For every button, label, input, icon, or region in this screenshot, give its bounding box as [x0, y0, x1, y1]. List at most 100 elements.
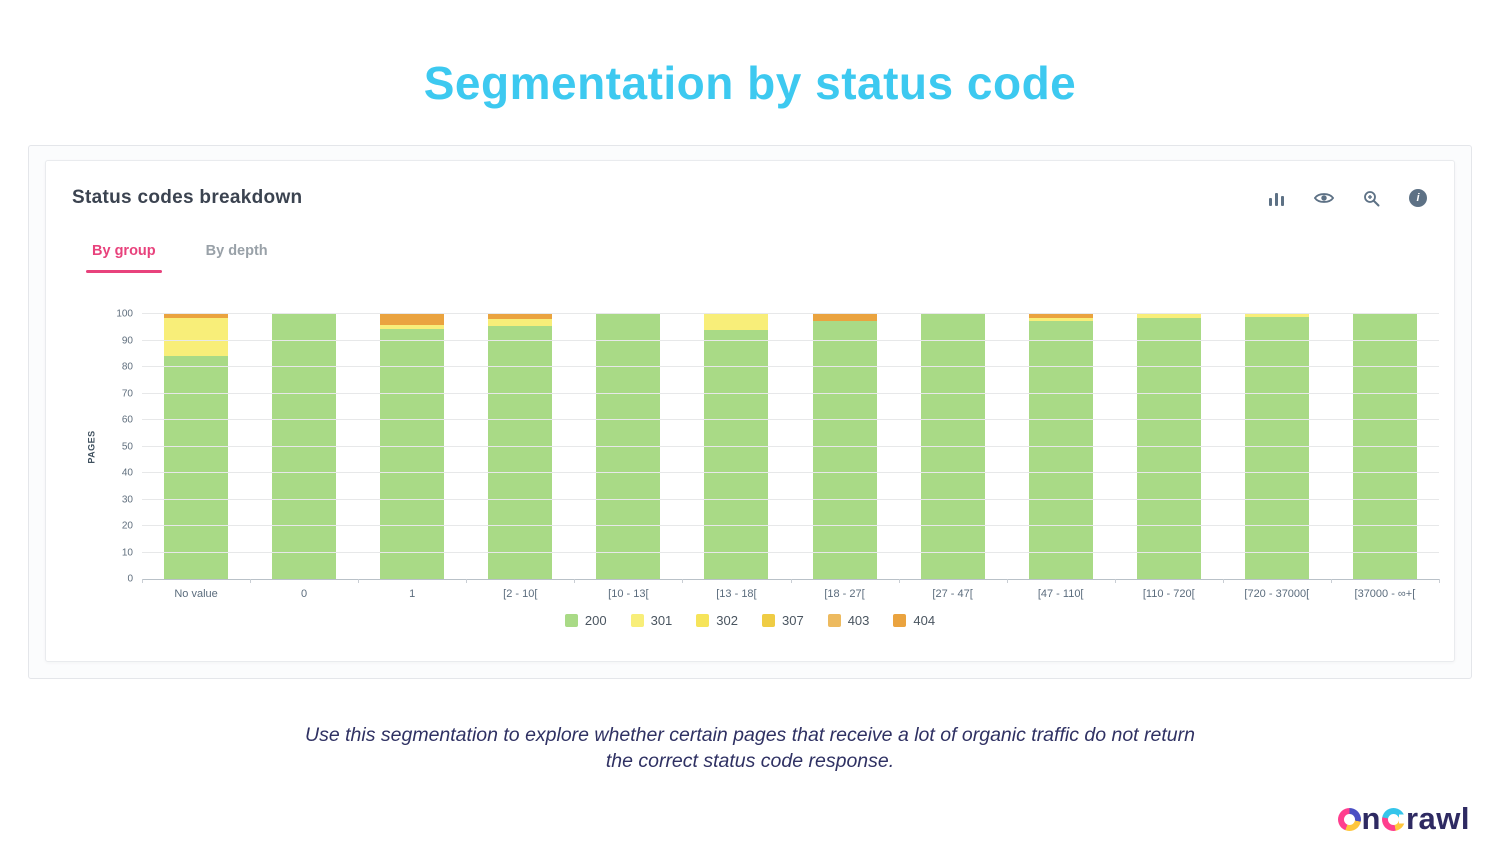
y-tick-label: 60 [121, 414, 133, 426]
bar-slot: [37000 - ∞+[ [1331, 314, 1439, 600]
legend-label: 301 [650, 613, 673, 628]
stacked-bar-[37000 - ∞+[[interactable] [1352, 314, 1417, 579]
bar-segment-200[interactable] [272, 314, 337, 579]
legend-item-403[interactable]: 403 [827, 613, 870, 628]
bar-slot: [18 - 27[ [790, 314, 898, 600]
legend-item-301[interactable]: 301 [630, 613, 673, 628]
x-tick-mark [1439, 579, 1440, 583]
logo-text: rawl [1405, 801, 1470, 836]
gridline [142, 313, 1439, 314]
stacked-bar-[110 - 720[[interactable] [1136, 314, 1201, 579]
legend-swatch-icon [696, 614, 710, 627]
bar-segment-200[interactable] [1028, 320, 1093, 579]
stacked-bar-1[interactable] [380, 314, 445, 579]
bar-slot: [47 - 110[ [1007, 314, 1115, 600]
bar-segment-404[interactable] [164, 314, 229, 318]
logo-text: n [1361, 801, 1381, 836]
bar-segment-200[interactable] [1352, 314, 1417, 579]
stacked-bar-[47 - 110[[interactable] [1028, 314, 1093, 579]
legend-swatch-icon [762, 614, 775, 627]
x-tick-mark [898, 579, 900, 583]
bar-segment-404[interactable] [488, 314, 553, 320]
y-tick-label: 100 [116, 308, 133, 320]
bar-segment-200[interactable] [488, 325, 553, 579]
legend-swatch-icon [893, 614, 907, 627]
x-tick-mark [1222, 579, 1224, 583]
x-tick-label: [720 - 37000[ [1244, 588, 1310, 600]
x-tick-label: 0 [301, 588, 308, 600]
y-tick-label: 10 [121, 547, 133, 558]
y-tick-label: 0 [127, 573, 133, 585]
legend-swatch-icon [564, 614, 578, 627]
oncrawl-logo: n rawl [1337, 801, 1470, 836]
bar-segment-200[interactable] [704, 329, 769, 579]
stacked-bar-[2 - 10[[interactable] [488, 314, 553, 579]
y-tick-label: 30 [121, 494, 133, 505]
x-tick-label: [37000 - ∞+[ [1354, 588, 1416, 600]
bar-segment-200[interactable] [380, 328, 445, 579]
bar-segment-200[interactable] [812, 320, 877, 579]
x-tick-mark [682, 579, 684, 583]
stacked-bar-No value[interactable] [164, 314, 229, 579]
x-tick-label: [27 - 47[ [932, 588, 973, 600]
info-icon[interactable]: i [1408, 188, 1428, 208]
tab-by-group[interactable]: By group [86, 243, 162, 273]
legend-label: 403 [847, 613, 870, 628]
bar-segment-301[interactable] [1028, 317, 1093, 321]
legend-item-404[interactable]: 404 [893, 613, 935, 628]
stacked-bar-[720 - 37000[[interactable] [1244, 314, 1309, 579]
bar-slot: [110 - 720[ [1115, 314, 1223, 600]
gridline [142, 551, 1439, 553]
stacked-bar-[18 - 27[[interactable] [812, 314, 877, 579]
eye-icon[interactable] [1314, 188, 1334, 208]
bar-segment-404[interactable] [812, 314, 877, 321]
stacked-bar-[10 - 13[[interactable] [596, 314, 661, 579]
x-tick-mark [574, 579, 576, 583]
bar-segment-301[interactable] [488, 319, 553, 326]
bar-slot: [27 - 47[ [899, 314, 1007, 600]
x-tick-label: 1 [409, 588, 416, 600]
y-tick-label: 50 [121, 441, 133, 452]
gridline [142, 525, 1439, 526]
gridline [142, 498, 1439, 500]
y-axis-label: PAGES [87, 429, 97, 464]
stacked-bar-[27 - 47[[interactable] [920, 314, 985, 579]
x-tick-mark [250, 579, 252, 583]
chart-legend: 200 301 302 307 403 404 [46, 613, 1454, 628]
bar-segment-301[interactable] [164, 317, 229, 357]
bar-segment-301[interactable] [1136, 314, 1201, 318]
stacked-bar-0[interactable] [272, 314, 337, 579]
bar-slot: [720 - 37000[ [1223, 314, 1331, 600]
page-title: Segmentation by status code [423, 57, 1077, 109]
bar-slot: No value [142, 314, 250, 600]
legend-item-302[interactable]: 302 [696, 613, 738, 628]
caption-line-2: the correct status code response. [605, 750, 895, 772]
x-tick-label: [13 - 18[ [716, 588, 757, 600]
plot-area: No value 0 1 [2 - 10[[10 - 13[[13 - 18[[18 … [116, 309, 1440, 600]
gridline [142, 472, 1439, 473]
zoom-icon[interactable] [1361, 188, 1381, 208]
gridline [142, 366, 1439, 367]
legend-label: 307 [782, 613, 804, 628]
bar-segment-404[interactable] [1028, 314, 1093, 318]
bar-segment-200[interactable] [1136, 317, 1201, 579]
bar-segment-404[interactable] [380, 314, 445, 325]
y-tick-label: 90 [121, 335, 133, 346]
bar-segment-200[interactable] [164, 356, 229, 579]
x-tick-label: [2 - 10[ [503, 588, 538, 600]
bar-segment-301[interactable] [380, 324, 445, 329]
gridline [142, 392, 1439, 394]
legend-item-200[interactable]: 200 [564, 613, 607, 628]
legend-swatch-icon [630, 614, 644, 627]
bar-segment-301[interactable] [1244, 314, 1309, 317]
bar-segment-301[interactable] [704, 314, 769, 330]
legend-item-307[interactable]: 307 [762, 613, 804, 628]
bar-segment-200[interactable] [596, 314, 661, 579]
stacked-bar-[13 - 18[[interactable] [704, 314, 769, 579]
x-tick-mark [790, 579, 792, 583]
bar-chart-icon[interactable] [1267, 188, 1287, 208]
bar-segment-200[interactable] [1244, 316, 1309, 579]
tab-by-depth[interactable]: By depth [205, 243, 268, 259]
bar-segment-200[interactable] [920, 314, 985, 579]
logo-letter-c-icon [1381, 807, 1408, 831]
